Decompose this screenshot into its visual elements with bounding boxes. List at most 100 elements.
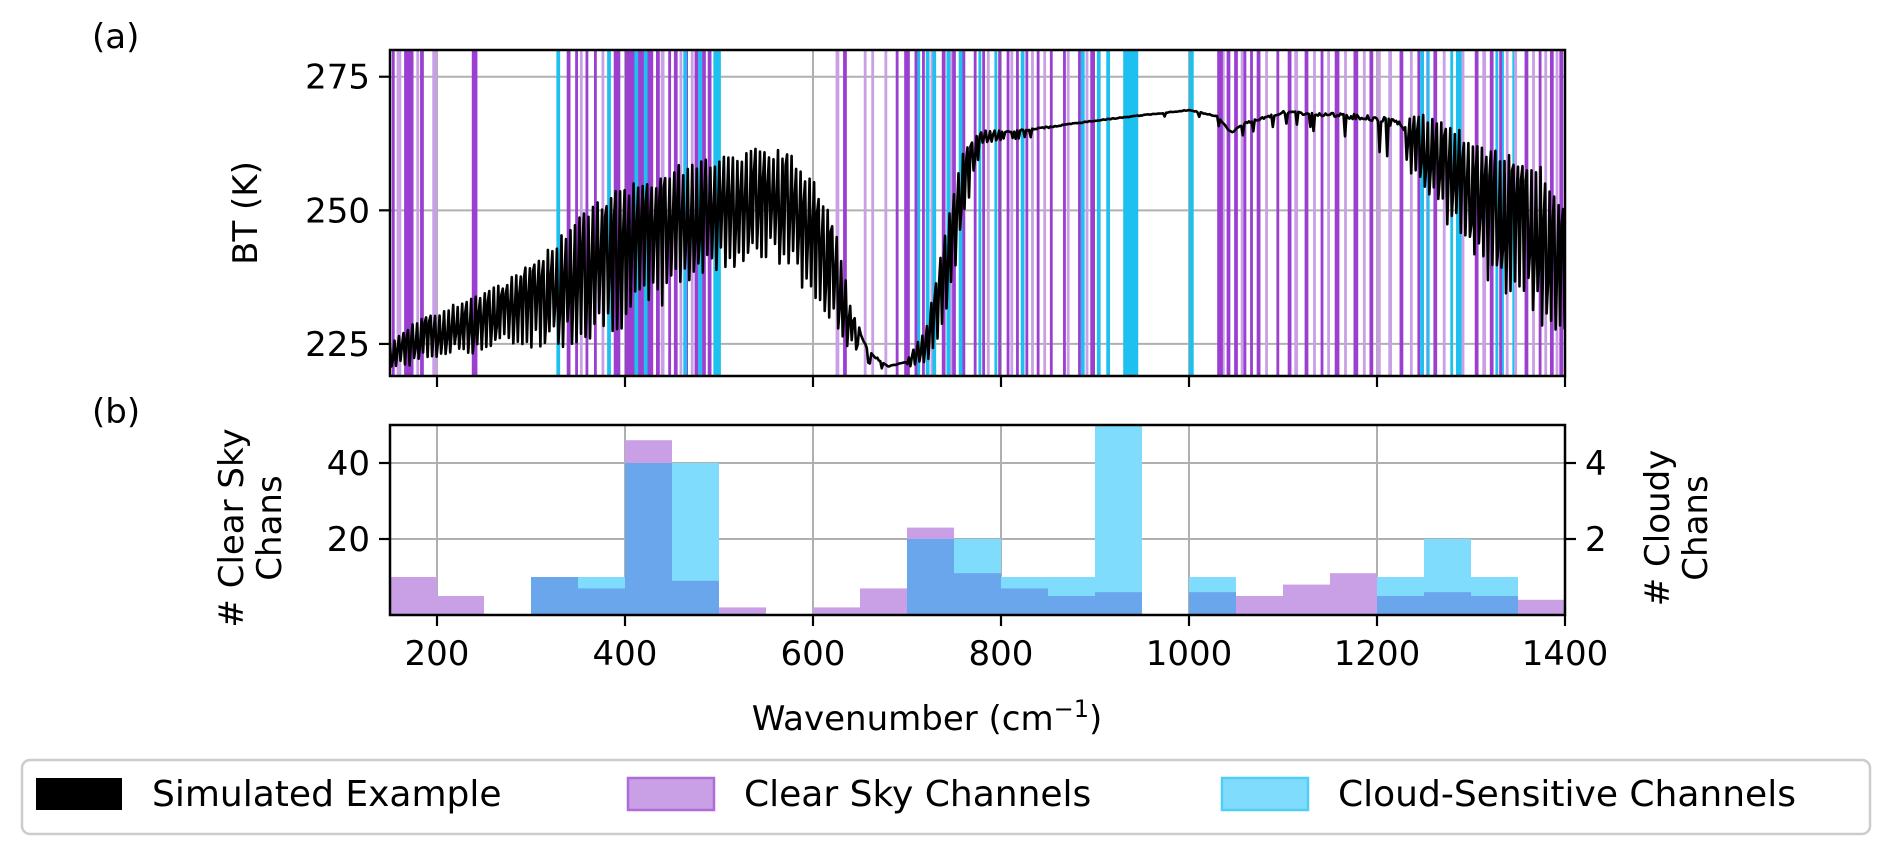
panel-a-y-axis-title: BT (K): [226, 161, 266, 265]
cloud-sensitive-channel-band: [556, 50, 561, 376]
clear-sky-channel-band: [432, 50, 437, 376]
clear-sky-channel-band: [1276, 50, 1280, 376]
panel-b-right-y-axis-title: # CloudyChans: [1638, 450, 1716, 607]
simulated-example-line: [390, 108, 1565, 370]
clear-sky-channel-band: [1409, 50, 1413, 376]
overlap-bar: [1048, 596, 1095, 615]
clear-sky-channel-band: [1344, 50, 1347, 376]
clear-sky-channel-band: [1287, 50, 1292, 376]
x-axis-title: Wavenumber (cm−1): [752, 695, 1103, 739]
clear-sky-channel-band: [930, 50, 934, 376]
clear-sky-channel-band: [895, 50, 899, 376]
clear-sky-bar: [813, 607, 860, 615]
cloud-sensitive-bar: [1095, 425, 1142, 615]
clear-sky-channel-band: [1362, 50, 1366, 376]
legend-label: Simulated Example: [152, 774, 502, 815]
clear-sky-channel-band: [579, 50, 583, 376]
clear-sky-channel-band: [1294, 50, 1299, 376]
y-tick-label: 4: [1585, 444, 1607, 484]
clear-sky-channel-band: [1442, 50, 1446, 376]
panel-b-frame: [388, 423, 1567, 617]
clear-sky-channel-band: [1474, 50, 1479, 376]
clear-sky-channel-band: [1085, 50, 1089, 376]
clear-sky-channel-band: [1555, 50, 1559, 376]
y-tick-label: 250: [305, 191, 370, 231]
clear-sky-channel-band: [1049, 50, 1053, 376]
clear-sky-channel-band: [1320, 50, 1324, 376]
x-tick-label: 800: [969, 634, 1034, 674]
clear-sky-channel-band: [835, 50, 840, 376]
panel-b-x-ticks: 200 400 600 800 1000 1200 1400: [405, 615, 1609, 674]
cloud-sensitive-channel-band: [932, 50, 937, 376]
cloud-sensitive-channel-band: [607, 50, 611, 376]
overlap-bar: [1471, 596, 1518, 615]
clear-sky-channel-band: [391, 50, 395, 376]
clear-sky-channel-band: [871, 50, 875, 376]
overlap-bar: [954, 573, 1001, 615]
clear-sky-channel-band: [420, 50, 424, 376]
legend-swatch: [626, 776, 716, 812]
clear-sky-channel-band: [1369, 50, 1374, 376]
x-tick-label: 1400: [1522, 634, 1609, 674]
clear-sky-channel-band: [863, 50, 867, 376]
clear-sky-channel-band: [1304, 50, 1309, 376]
clear-sky-channel-band: [1353, 50, 1359, 376]
clear-sky-channel-band: [416, 50, 420, 376]
panel-b-bars: [390, 425, 1565, 615]
clear-sky-channel-band: [1006, 50, 1010, 376]
panel-b-right-y-ticks: 24: [1565, 444, 1607, 560]
clear-sky-channel-band: [1036, 50, 1040, 376]
clear-sky-bar: [1236, 596, 1283, 615]
y-tick-label: 275: [305, 58, 370, 98]
clear-sky-channel-band: [1559, 50, 1564, 376]
clear-sky-bar: [437, 596, 484, 615]
panel-a-label: (a): [92, 17, 139, 57]
y-tick-label: 2: [1585, 520, 1607, 560]
clear-sky-channel-band: [1031, 50, 1034, 376]
clear-sky-bar: [1283, 584, 1330, 615]
clear-sky-channel-band: [1399, 50, 1404, 376]
cloud-sensitive-channel-band: [1080, 50, 1085, 376]
clear-sky-channel-band: [1433, 50, 1438, 376]
legend-swatch: [36, 778, 122, 810]
panel-b-left-y-axis-title: # Clear SkyChans: [212, 428, 290, 627]
overlap-bar: [1377, 596, 1424, 615]
cloud-sensitive-channel-band: [925, 50, 930, 376]
panel-a-channel-bands: [391, 50, 1564, 376]
legend: Simulated Example Clear Sky Channels Cloud…: [20, 758, 1872, 836]
overlap-bar: [1189, 592, 1236, 615]
clear-sky-bar: [390, 577, 437, 615]
clear-sky-channel-band: [1090, 50, 1095, 376]
panel-a-frame: [388, 48, 1567, 378]
overlap-bar: [578, 588, 625, 615]
clear-sky-channel-band: [1461, 50, 1465, 376]
cloud-sensitive-channel-band: [1189, 50, 1194, 376]
clear-sky-channel-band: [1256, 50, 1261, 376]
legend-label: Cloud-Sensitive Channels: [1338, 774, 1796, 815]
clear-sky-channel-band: [884, 50, 888, 376]
cloud-sensitive-channel-band: [1106, 50, 1111, 376]
legend-frame: [20, 758, 1872, 836]
clear-sky-channel-band: [1250, 50, 1253, 376]
cloud-sensitive-channel-band: [978, 50, 982, 376]
clear-sky-channel-band: [1234, 50, 1238, 376]
clear-sky-channel-band: [1221, 50, 1225, 376]
clear-sky-channel-band: [914, 50, 919, 376]
panel-a-y-ticks: 225 250 275: [305, 58, 390, 365]
clear-sky-channel-band: [941, 50, 946, 376]
clear-sky-channel-band: [1240, 50, 1244, 376]
clear-sky-channel-band: [471, 50, 478, 376]
clear-sky-channel-band: [982, 50, 986, 376]
clear-sky-channel-band: [1243, 50, 1247, 376]
cloud-sensitive-channel-band: [994, 50, 998, 376]
overlap-bar: [1095, 592, 1142, 615]
clear-sky-channel-band: [566, 50, 571, 376]
legend-swatch: [1220, 776, 1310, 812]
clear-sky-channel-band: [1016, 50, 1019, 376]
clear-sky-bar: [1518, 599, 1565, 615]
clear-sky-channel-band: [1334, 50, 1340, 376]
cloud-sensitive-channel-band: [917, 50, 921, 376]
y-tick-label: 40: [327, 444, 370, 484]
